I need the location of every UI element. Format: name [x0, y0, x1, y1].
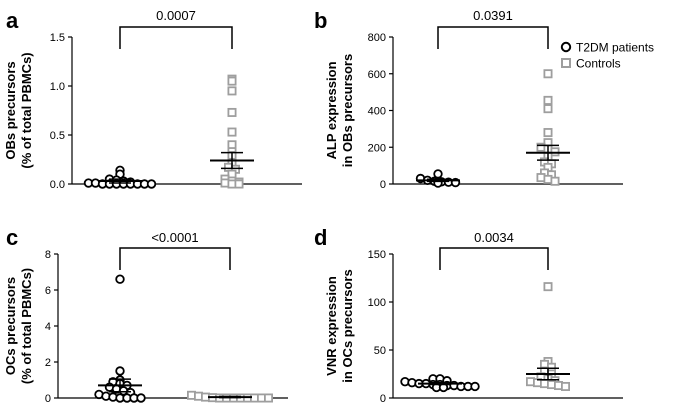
data-point-control: [543, 104, 553, 114]
y-axis-label: OCs precursors(% of total PBMCs): [3, 268, 34, 384]
legend-label-controls: Controls: [576, 57, 621, 71]
y-tick-label: 2: [45, 357, 51, 369]
y-axis-label-line: in OBs precursors: [340, 54, 355, 167]
y-tick-label: 4: [45, 321, 51, 333]
y-axis-label: OBs precursors(% of total PBMCs): [3, 52, 34, 168]
data-point-control: [227, 76, 237, 86]
y-tick-label: 0.5: [50, 130, 65, 142]
data-point-t2dm: [470, 381, 480, 392]
y-tick-label: 6: [45, 285, 51, 297]
data-point-control: [561, 381, 571, 391]
panel-letter: c: [6, 225, 18, 250]
data-point-control: [227, 86, 237, 96]
p-value: 0.0391: [473, 8, 513, 23]
y-axis-label-line: VNR expression: [324, 276, 339, 376]
data-point-t2dm: [433, 169, 443, 179]
y-axis-label-line: OCs precursors: [3, 277, 18, 375]
y-axis-label-line: (% of total PBMCs): [19, 268, 34, 384]
legend-marker-t2dm: [560, 41, 572, 53]
p-value: <0.0001: [151, 230, 198, 245]
data-point-control: [543, 128, 553, 138]
y-tick-label: 1.0: [50, 81, 65, 93]
legend-marker-controls: [561, 58, 571, 68]
y-tick-label: 0: [45, 393, 51, 404]
y-tick-label: 800: [368, 32, 386, 44]
data-point-control: [227, 107, 237, 117]
p-value: 0.0034: [474, 230, 514, 245]
panel-letter: d: [314, 225, 327, 250]
data-point-control: [263, 393, 273, 403]
panel-a: a OBs precursors(% of total PBMCs) 0.0 0.5 1…: [3, 8, 302, 191]
data-point-control: [543, 95, 553, 105]
data-point-t2dm: [146, 179, 157, 189]
y-axis-label-line: (% of total PBMCs): [19, 52, 34, 168]
y-tick-label: 600: [368, 69, 386, 81]
data-point-t2dm: [115, 366, 125, 376]
data-point-t2dm: [115, 274, 125, 284]
y-axis-label: VNR expressionin OCs precursors: [324, 269, 355, 382]
significance-bracket: [437, 26, 549, 49]
data-point-control: [234, 179, 244, 189]
data-point-control: [543, 282, 553, 292]
p-value: 0.0007: [156, 8, 196, 23]
significance-bracket: [439, 247, 549, 270]
y-tick-label: 400: [368, 106, 386, 118]
y-tick-label: 0.0: [50, 179, 65, 191]
data-point-t2dm: [136, 393, 146, 403]
y-tick-label: 0: [380, 393, 386, 404]
legend-label-t2dm: T2DM patients: [576, 41, 654, 55]
y-axis-label: ALP expressionin OBs precursors: [324, 54, 355, 167]
y-tick-label: 100: [368, 297, 386, 309]
y-axis-label-line: OBs precursors: [3, 61, 18, 159]
panel-d: d VNR expressionin OCs precursors 0 50 100 15…: [314, 225, 623, 404]
y-tick-label: 150: [368, 249, 386, 261]
data-point-control: [227, 127, 237, 137]
y-tick-label: 8: [45, 249, 51, 261]
y-tick-label: 1.5: [50, 32, 65, 44]
significance-bracket: [119, 247, 231, 270]
y-tick-label: 0: [380, 179, 386, 191]
y-tick-label: 200: [368, 142, 386, 154]
panel-letter: b: [314, 8, 327, 33]
legend: T2DM patients Controls: [560, 41, 654, 71]
panel-b: b ALP expressionin OBs precursors 0 200 400 6…: [314, 8, 623, 191]
y-axis-label-line: in OCs precursors: [340, 269, 355, 382]
y-axis-label-line: ALP expression: [324, 61, 339, 159]
panel-c: c OCs precursors(% of total PBMCs) 0 2 4 6 8 <0…: [3, 225, 288, 404]
panel-letter: a: [6, 8, 19, 33]
data-point-control: [550, 176, 560, 186]
significance-bracket: [119, 26, 233, 49]
data-point-control: [543, 69, 553, 79]
y-tick-label: 50: [374, 345, 386, 357]
